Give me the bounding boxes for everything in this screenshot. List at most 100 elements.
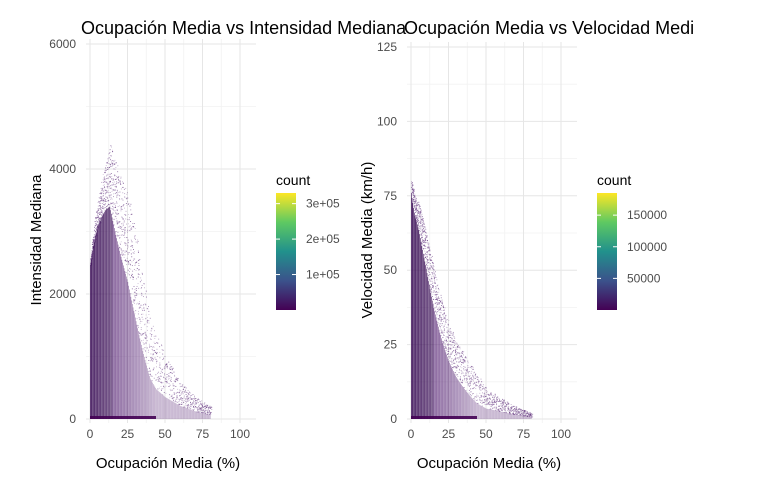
density-cell (507, 401, 509, 403)
density-cell (435, 291, 437, 293)
density-cell (128, 226, 130, 228)
density-cell (102, 207, 103, 209)
density-column (497, 410, 498, 419)
density-cell (436, 299, 437, 300)
density-cell (143, 309, 145, 311)
density-cell (429, 284, 431, 286)
density-cell (112, 178, 114, 180)
density-cell (129, 277, 131, 279)
density-cell (152, 346, 154, 348)
density-cell (468, 385, 470, 387)
density-cell (429, 250, 430, 251)
density-cell (202, 407, 204, 408)
density-column (425, 265, 426, 419)
density-cell (425, 236, 427, 238)
density-cell (419, 228, 421, 230)
density-column (488, 409, 489, 419)
density-cell (192, 402, 194, 404)
density-cell (483, 396, 485, 398)
density-cell (436, 312, 438, 314)
density-cell (203, 406, 205, 408)
density-cell (438, 310, 440, 312)
density-cell (497, 401, 499, 402)
density-cell (148, 370, 150, 372)
density-column (130, 296, 132, 419)
density-cell (530, 415, 532, 417)
density-column (465, 391, 467, 419)
density-cell (120, 207, 122, 209)
density-cell (498, 401, 499, 403)
density-cell (99, 212, 101, 214)
density-cell (503, 403, 504, 405)
density-cell (416, 215, 418, 217)
density-cell (96, 211, 98, 213)
density-cell (186, 395, 188, 397)
density-cell (512, 405, 514, 407)
density-cell (107, 190, 109, 191)
density-cell (509, 412, 511, 414)
density-cell (465, 375, 467, 377)
density-cell (441, 332, 443, 334)
density-cell (417, 223, 419, 225)
density-cell (118, 180, 120, 182)
density-cell (453, 344, 455, 346)
density-cell (489, 397, 490, 399)
density-column (195, 411, 197, 419)
density-cell (440, 301, 441, 303)
density-cell (205, 406, 207, 408)
density-cell (195, 403, 197, 404)
density-cell (419, 205, 421, 207)
density-cell (421, 213, 423, 215)
density-cell (134, 313, 136, 315)
density-cell (485, 390, 487, 391)
density-cell (467, 362, 469, 364)
density-cell (126, 223, 127, 225)
density-cell (118, 178, 120, 180)
density-cell (472, 376, 474, 378)
density-cell (496, 396, 498, 398)
density-cell (111, 162, 113, 164)
density-cell (108, 153, 109, 155)
density-cell (510, 413, 512, 415)
density-cell (108, 195, 110, 197)
density-column (135, 317, 136, 419)
density-column (526, 416, 528, 419)
density-cell (472, 379, 474, 381)
density-cell (426, 267, 428, 269)
density-cell (474, 378, 476, 380)
density-cell (455, 353, 457, 355)
density-cell (127, 244, 129, 246)
density-column (423, 257, 425, 419)
density-cell (168, 373, 170, 374)
density-cell (115, 206, 117, 208)
density-column (459, 382, 461, 419)
density-column (420, 242, 422, 419)
density-cell (414, 210, 416, 211)
density-cell (129, 205, 131, 207)
density-cell (468, 389, 470, 391)
density-cell (420, 212, 422, 213)
density-cell (531, 413, 533, 415)
density-cell (425, 246, 427, 248)
density-column (508, 413, 510, 419)
density-cell (149, 317, 151, 319)
density-cell (461, 356, 463, 358)
density-cell (484, 387, 486, 388)
density-cell (146, 307, 148, 309)
density-cell (210, 407, 212, 409)
density-cell (432, 264, 434, 266)
density-cell (437, 302, 438, 304)
density-cell (522, 409, 523, 411)
density-cell (121, 226, 123, 228)
density-cell (102, 195, 104, 196)
density-cell (141, 272, 143, 274)
density-cell (429, 246, 431, 248)
density-cell (460, 360, 462, 362)
density-cell (148, 368, 150, 369)
density-cell (104, 179, 106, 181)
density-cell (412, 192, 414, 194)
density-cell (414, 201, 416, 203)
density-cell (103, 199, 104, 201)
density-cell (498, 409, 500, 411)
density-column (122, 262, 123, 419)
